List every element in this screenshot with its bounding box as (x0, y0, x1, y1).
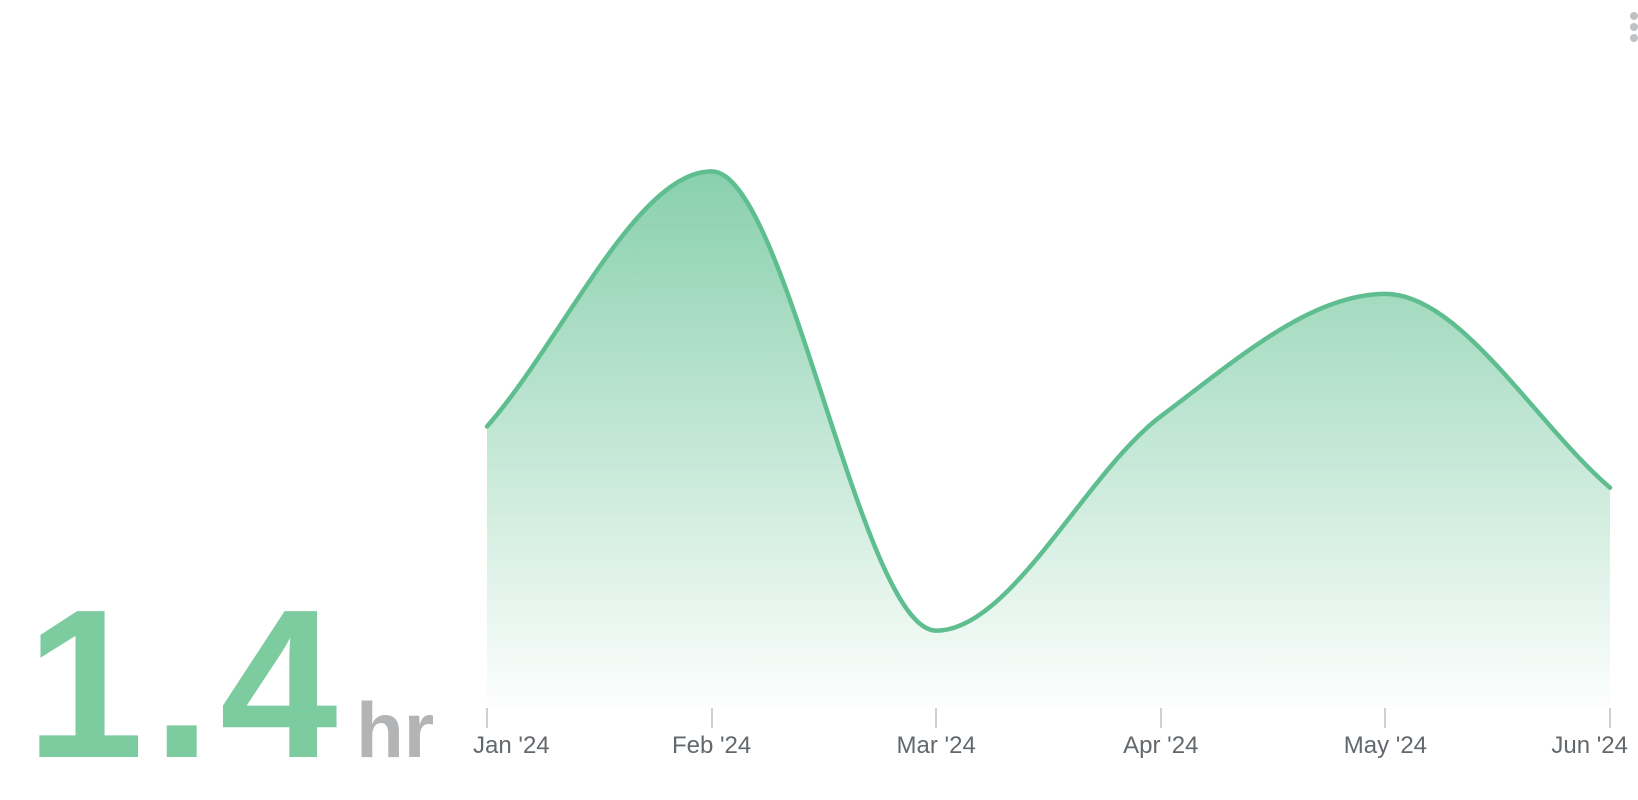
x-axis-tick (710, 708, 713, 728)
x-axis-label: Feb '24 (671, 732, 752, 759)
metric-value: 1.4 (26, 564, 347, 800)
area-line (484, 169, 1613, 633)
x-axis-label: Jun '24 (1551, 732, 1628, 759)
kebab-menu-icon (1630, 23, 1638, 31)
x-axis-tick (1159, 708, 1162, 728)
area-fill (487, 171, 1610, 706)
kebab-menu-icon (1630, 12, 1638, 20)
metric-unit: hr (356, 685, 435, 774)
x-axis-tick (486, 708, 488, 728)
kebab-menu-button[interactable] (1624, 10, 1638, 50)
x-axis-label: Apr '24 (1123, 732, 1199, 759)
x-axis-label: Jan '24 (473, 732, 550, 759)
x-axis-tick (935, 708, 938, 728)
kebab-menu-icon (1630, 34, 1638, 42)
x-axis-tick (1384, 708, 1387, 728)
x-axis-label: Mar '24 (896, 732, 976, 759)
x-axis-label: May '24 (1343, 732, 1428, 759)
metric: 1.4 hr (26, 564, 435, 800)
x-axis-tick (1609, 708, 1611, 728)
